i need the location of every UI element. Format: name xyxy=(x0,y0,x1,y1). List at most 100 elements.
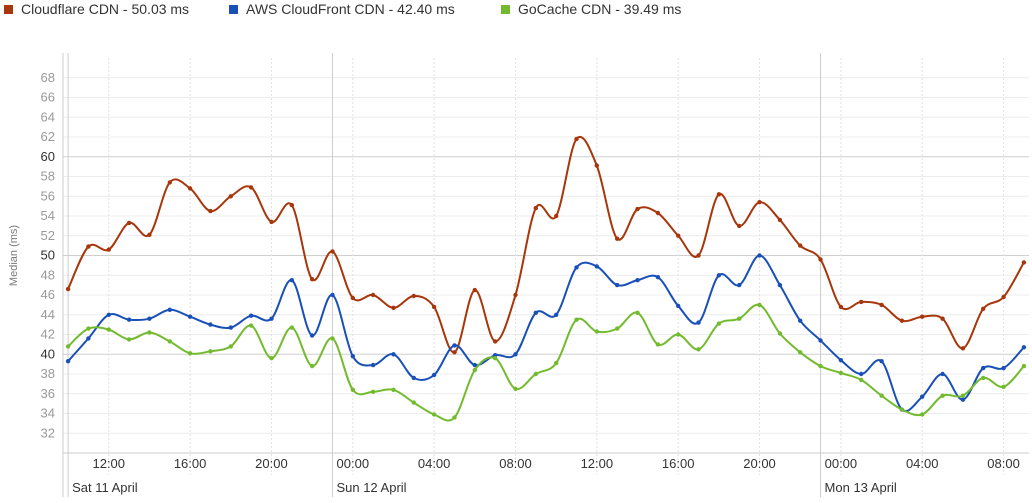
data-point-aws-cloudfront-cdn[interactable] xyxy=(777,282,783,288)
data-point-cloudflare-cdn[interactable] xyxy=(147,232,152,237)
data-point-cloudflare-cdn[interactable] xyxy=(208,208,213,214)
data-point-aws-cloudfront-cdn[interactable] xyxy=(1001,365,1006,371)
data-point-cloudflare-cdn[interactable] xyxy=(228,194,233,199)
data-point-cloudflare-cdn[interactable] xyxy=(716,192,722,197)
data-point-gocache-cdn[interactable] xyxy=(431,412,437,417)
data-point-aws-cloudfront-cdn[interactable] xyxy=(370,362,376,368)
data-point-gocache-cdn[interactable] xyxy=(187,351,193,356)
data-point-aws-cloudfront-cdn[interactable] xyxy=(798,318,803,323)
data-point-aws-cloudfront-cdn[interactable] xyxy=(126,317,132,322)
data-point-aws-cloudfront-cdn[interactable] xyxy=(594,264,599,269)
data-point-gocache-cdn[interactable] xyxy=(289,325,294,330)
data-point-gocache-cdn[interactable] xyxy=(716,321,722,326)
data-point-cloudflare-cdn[interactable] xyxy=(370,292,376,298)
data-point-cloudflare-cdn[interactable] xyxy=(960,346,966,351)
data-point-aws-cloudfront-cdn[interactable] xyxy=(838,358,844,363)
data-point-gocache-cdn[interactable] xyxy=(86,326,91,331)
data-point-cloudflare-cdn[interactable] xyxy=(452,350,457,355)
data-point-gocache-cdn[interactable] xyxy=(65,344,71,349)
data-point-gocache-cdn[interactable] xyxy=(757,302,762,308)
data-point-gocache-cdn[interactable] xyxy=(167,339,172,344)
data-point-aws-cloudfront-cdn[interactable] xyxy=(513,352,518,357)
data-point-gocache-cdn[interactable] xyxy=(798,350,803,355)
data-point-aws-cloudfront-cdn[interactable] xyxy=(879,359,884,364)
data-point-gocache-cdn[interactable] xyxy=(106,327,112,332)
data-point-aws-cloudfront-cdn[interactable] xyxy=(635,278,640,283)
data-point-gocache-cdn[interactable] xyxy=(411,400,416,405)
data-point-gocache-cdn[interactable] xyxy=(452,415,457,420)
data-point-cloudflare-cdn[interactable] xyxy=(981,306,986,311)
data-point-gocache-cdn[interactable] xyxy=(1021,363,1027,369)
data-point-aws-cloudfront-cdn[interactable] xyxy=(1021,345,1027,350)
data-point-gocache-cdn[interactable] xyxy=(655,342,661,347)
data-point-aws-cloudfront-cdn[interactable] xyxy=(818,338,823,343)
data-point-cloudflare-cdn[interactable] xyxy=(1021,260,1027,265)
data-point-gocache-cdn[interactable] xyxy=(574,317,579,322)
data-point-aws-cloudfront-cdn[interactable] xyxy=(554,312,559,317)
data-point-cloudflare-cdn[interactable] xyxy=(940,316,945,321)
data-point-aws-cloudfront-cdn[interactable] xyxy=(350,354,355,359)
data-point-cloudflare-cdn[interactable] xyxy=(879,302,884,308)
data-point-cloudflare-cdn[interactable] xyxy=(106,247,112,252)
data-point-aws-cloudfront-cdn[interactable] xyxy=(452,343,457,348)
legend-item-gocache[interactable]: GoCache CDN - 39.49 ms xyxy=(501,1,681,17)
data-point-cloudflare-cdn[interactable] xyxy=(920,314,925,319)
data-point-aws-cloudfront-cdn[interactable] xyxy=(859,371,864,377)
data-point-gocache-cdn[interactable] xyxy=(391,387,396,392)
data-point-gocache-cdn[interactable] xyxy=(960,393,966,398)
data-point-cloudflare-cdn[interactable] xyxy=(309,277,315,282)
data-point-cloudflare-cdn[interactable] xyxy=(472,287,477,293)
data-point-cloudflare-cdn[interactable] xyxy=(594,163,599,168)
data-point-gocache-cdn[interactable] xyxy=(330,336,335,341)
data-point-gocache-cdn[interactable] xyxy=(818,363,823,369)
data-point-aws-cloudfront-cdn[interactable] xyxy=(391,352,396,357)
data-point-aws-cloudfront-cdn[interactable] xyxy=(228,325,233,330)
data-point-aws-cloudfront-cdn[interactable] xyxy=(533,310,538,315)
data-point-cloudflare-cdn[interactable] xyxy=(574,136,579,142)
data-point-aws-cloudfront-cdn[interactable] xyxy=(330,292,335,298)
data-point-aws-cloudfront-cdn[interactable] xyxy=(981,365,986,371)
data-point-gocache-cdn[interactable] xyxy=(920,412,925,417)
data-point-gocache-cdn[interactable] xyxy=(126,337,132,342)
data-point-cloudflare-cdn[interactable] xyxy=(533,205,538,211)
data-point-aws-cloudfront-cdn[interactable] xyxy=(309,333,315,338)
data-point-aws-cloudfront-cdn[interactable] xyxy=(960,397,966,402)
data-point-gocache-cdn[interactable] xyxy=(676,332,681,337)
data-point-cloudflare-cdn[interactable] xyxy=(737,223,742,229)
data-point-aws-cloudfront-cdn[interactable] xyxy=(655,275,661,280)
data-point-aws-cloudfront-cdn[interactable] xyxy=(86,336,91,341)
data-point-gocache-cdn[interactable] xyxy=(940,393,945,398)
data-point-gocache-cdn[interactable] xyxy=(615,326,620,331)
data-point-cloudflare-cdn[interactable] xyxy=(696,253,701,258)
data-point-gocache-cdn[interactable] xyxy=(777,331,783,336)
data-point-gocache-cdn[interactable] xyxy=(228,344,233,349)
data-point-aws-cloudfront-cdn[interactable] xyxy=(940,371,945,377)
data-point-cloudflare-cdn[interactable] xyxy=(391,305,396,310)
data-point-cloudflare-cdn[interactable] xyxy=(411,293,416,299)
data-point-cloudflare-cdn[interactable] xyxy=(65,286,71,292)
data-point-gocache-cdn[interactable] xyxy=(147,330,152,335)
data-point-cloudflare-cdn[interactable] xyxy=(818,257,823,262)
data-point-cloudflare-cdn[interactable] xyxy=(554,213,559,219)
data-point-gocache-cdn[interactable] xyxy=(594,329,599,334)
data-point-aws-cloudfront-cdn[interactable] xyxy=(187,314,193,319)
data-point-aws-cloudfront-cdn[interactable] xyxy=(615,282,620,288)
data-point-aws-cloudfront-cdn[interactable] xyxy=(472,362,477,368)
data-point-cloudflare-cdn[interactable] xyxy=(248,185,254,190)
data-point-cloudflare-cdn[interactable] xyxy=(126,220,132,226)
data-point-gocache-cdn[interactable] xyxy=(696,347,701,352)
data-point-cloudflare-cdn[interactable] xyxy=(676,233,681,238)
data-point-gocache-cdn[interactable] xyxy=(269,356,274,361)
data-point-aws-cloudfront-cdn[interactable] xyxy=(431,372,437,378)
data-point-cloudflare-cdn[interactable] xyxy=(777,217,783,223)
data-point-cloudflare-cdn[interactable] xyxy=(615,236,620,241)
data-point-aws-cloudfront-cdn[interactable] xyxy=(716,273,722,278)
data-point-cloudflare-cdn[interactable] xyxy=(187,186,193,191)
data-point-gocache-cdn[interactable] xyxy=(635,310,640,315)
data-point-gocache-cdn[interactable] xyxy=(737,316,742,321)
data-point-cloudflare-cdn[interactable] xyxy=(655,210,661,216)
data-point-gocache-cdn[interactable] xyxy=(533,371,538,377)
data-point-gocache-cdn[interactable] xyxy=(472,367,477,373)
data-point-cloudflare-cdn[interactable] xyxy=(899,318,905,323)
data-point-aws-cloudfront-cdn[interactable] xyxy=(65,359,71,364)
